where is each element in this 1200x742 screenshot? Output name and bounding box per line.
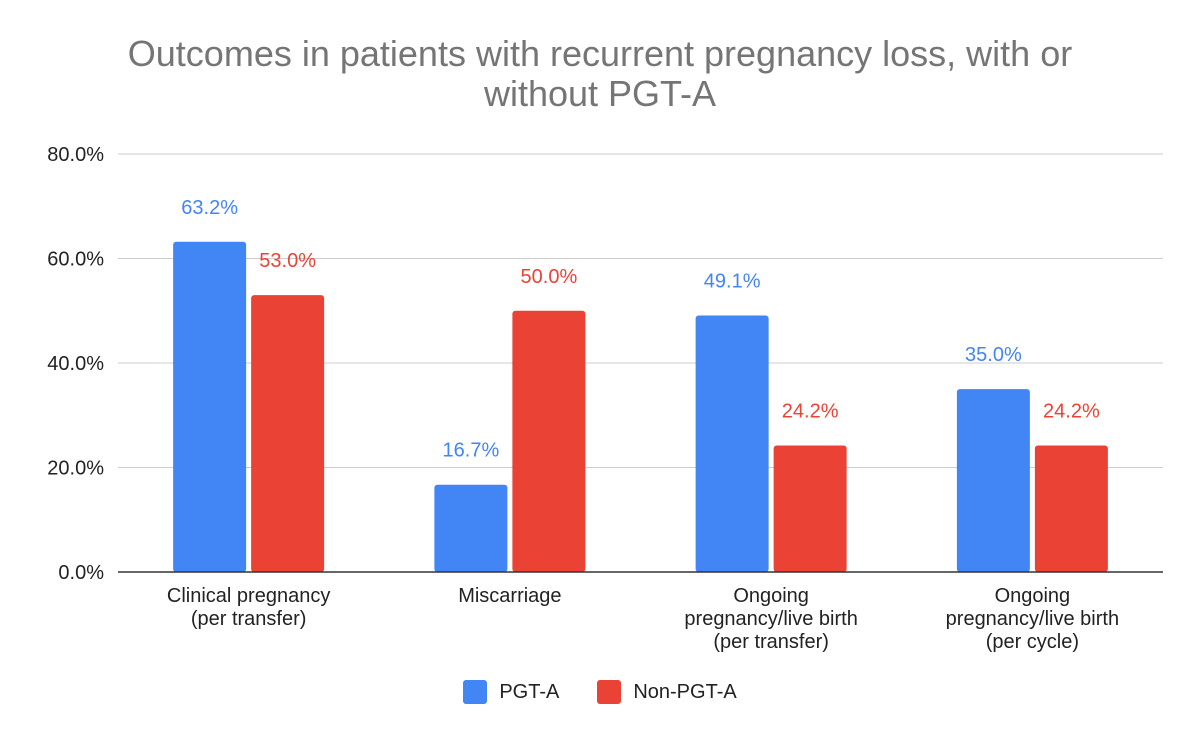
bar-pgt-a <box>434 484 508 572</box>
bar-non-pgt-a <box>512 310 586 572</box>
bar-pgt-a <box>173 241 247 572</box>
x-category-label: Ongoing pregnancy/live birth (per cycle) <box>946 585 1119 653</box>
legend-swatch-pgt-a <box>463 680 488 704</box>
bar-non-pgt-a <box>1034 445 1108 572</box>
bar-pgt-a <box>695 315 769 572</box>
chart-title-line-1: Outcomes in patients with recurrent preg… <box>127 33 1073 74</box>
x-category-label: Miscarriage <box>458 585 561 607</box>
chart-title-line-2: without PGT-A <box>483 73 717 114</box>
bar-non-pgt-a <box>251 295 325 572</box>
y-tick-label: 0.0% <box>58 562 104 584</box>
y-tick-label: 40.0% <box>47 353 104 375</box>
legend-label-non-pgt-a: Non-PGT-A <box>633 680 737 703</box>
legend-item-non-pgt-a: Non-PGT-A <box>597 680 737 704</box>
y-tick-label: 20.0% <box>47 458 104 480</box>
data-label-non-pgt-a: 24.2% <box>1043 401 1100 423</box>
legend: PGT-A Non-PGT-A <box>0 680 1200 704</box>
data-label-pgt-a: 63.2% <box>181 197 238 219</box>
legend-item-pgt-a: PGT-A <box>463 680 559 704</box>
data-label-non-pgt-a: 50.0% <box>521 266 578 288</box>
bar-non-pgt-a <box>773 445 847 572</box>
data-label-non-pgt-a: 24.2% <box>782 401 839 423</box>
y-tick-label: 80.0% <box>47 144 104 166</box>
chart-title: Outcomes in patients with recurrent preg… <box>0 34 1200 114</box>
data-label-pgt-a: 49.1% <box>704 270 761 292</box>
bar-pgt-a <box>956 389 1030 572</box>
data-label-pgt-a: 35.0% <box>965 344 1022 366</box>
legend-swatch-non-pgt-a <box>597 680 622 704</box>
legend-label-pgt-a: PGT-A <box>499 680 560 703</box>
data-label-non-pgt-a: 53.0% <box>259 250 316 272</box>
y-tick-label: 60.0% <box>47 249 104 271</box>
x-category-label: Clinical pregnancy (per transfer) <box>167 585 330 630</box>
data-label-pgt-a: 16.7% <box>443 440 500 462</box>
x-category-label: Ongoing pregnancy/live birth (per transfer… <box>684 585 857 653</box>
